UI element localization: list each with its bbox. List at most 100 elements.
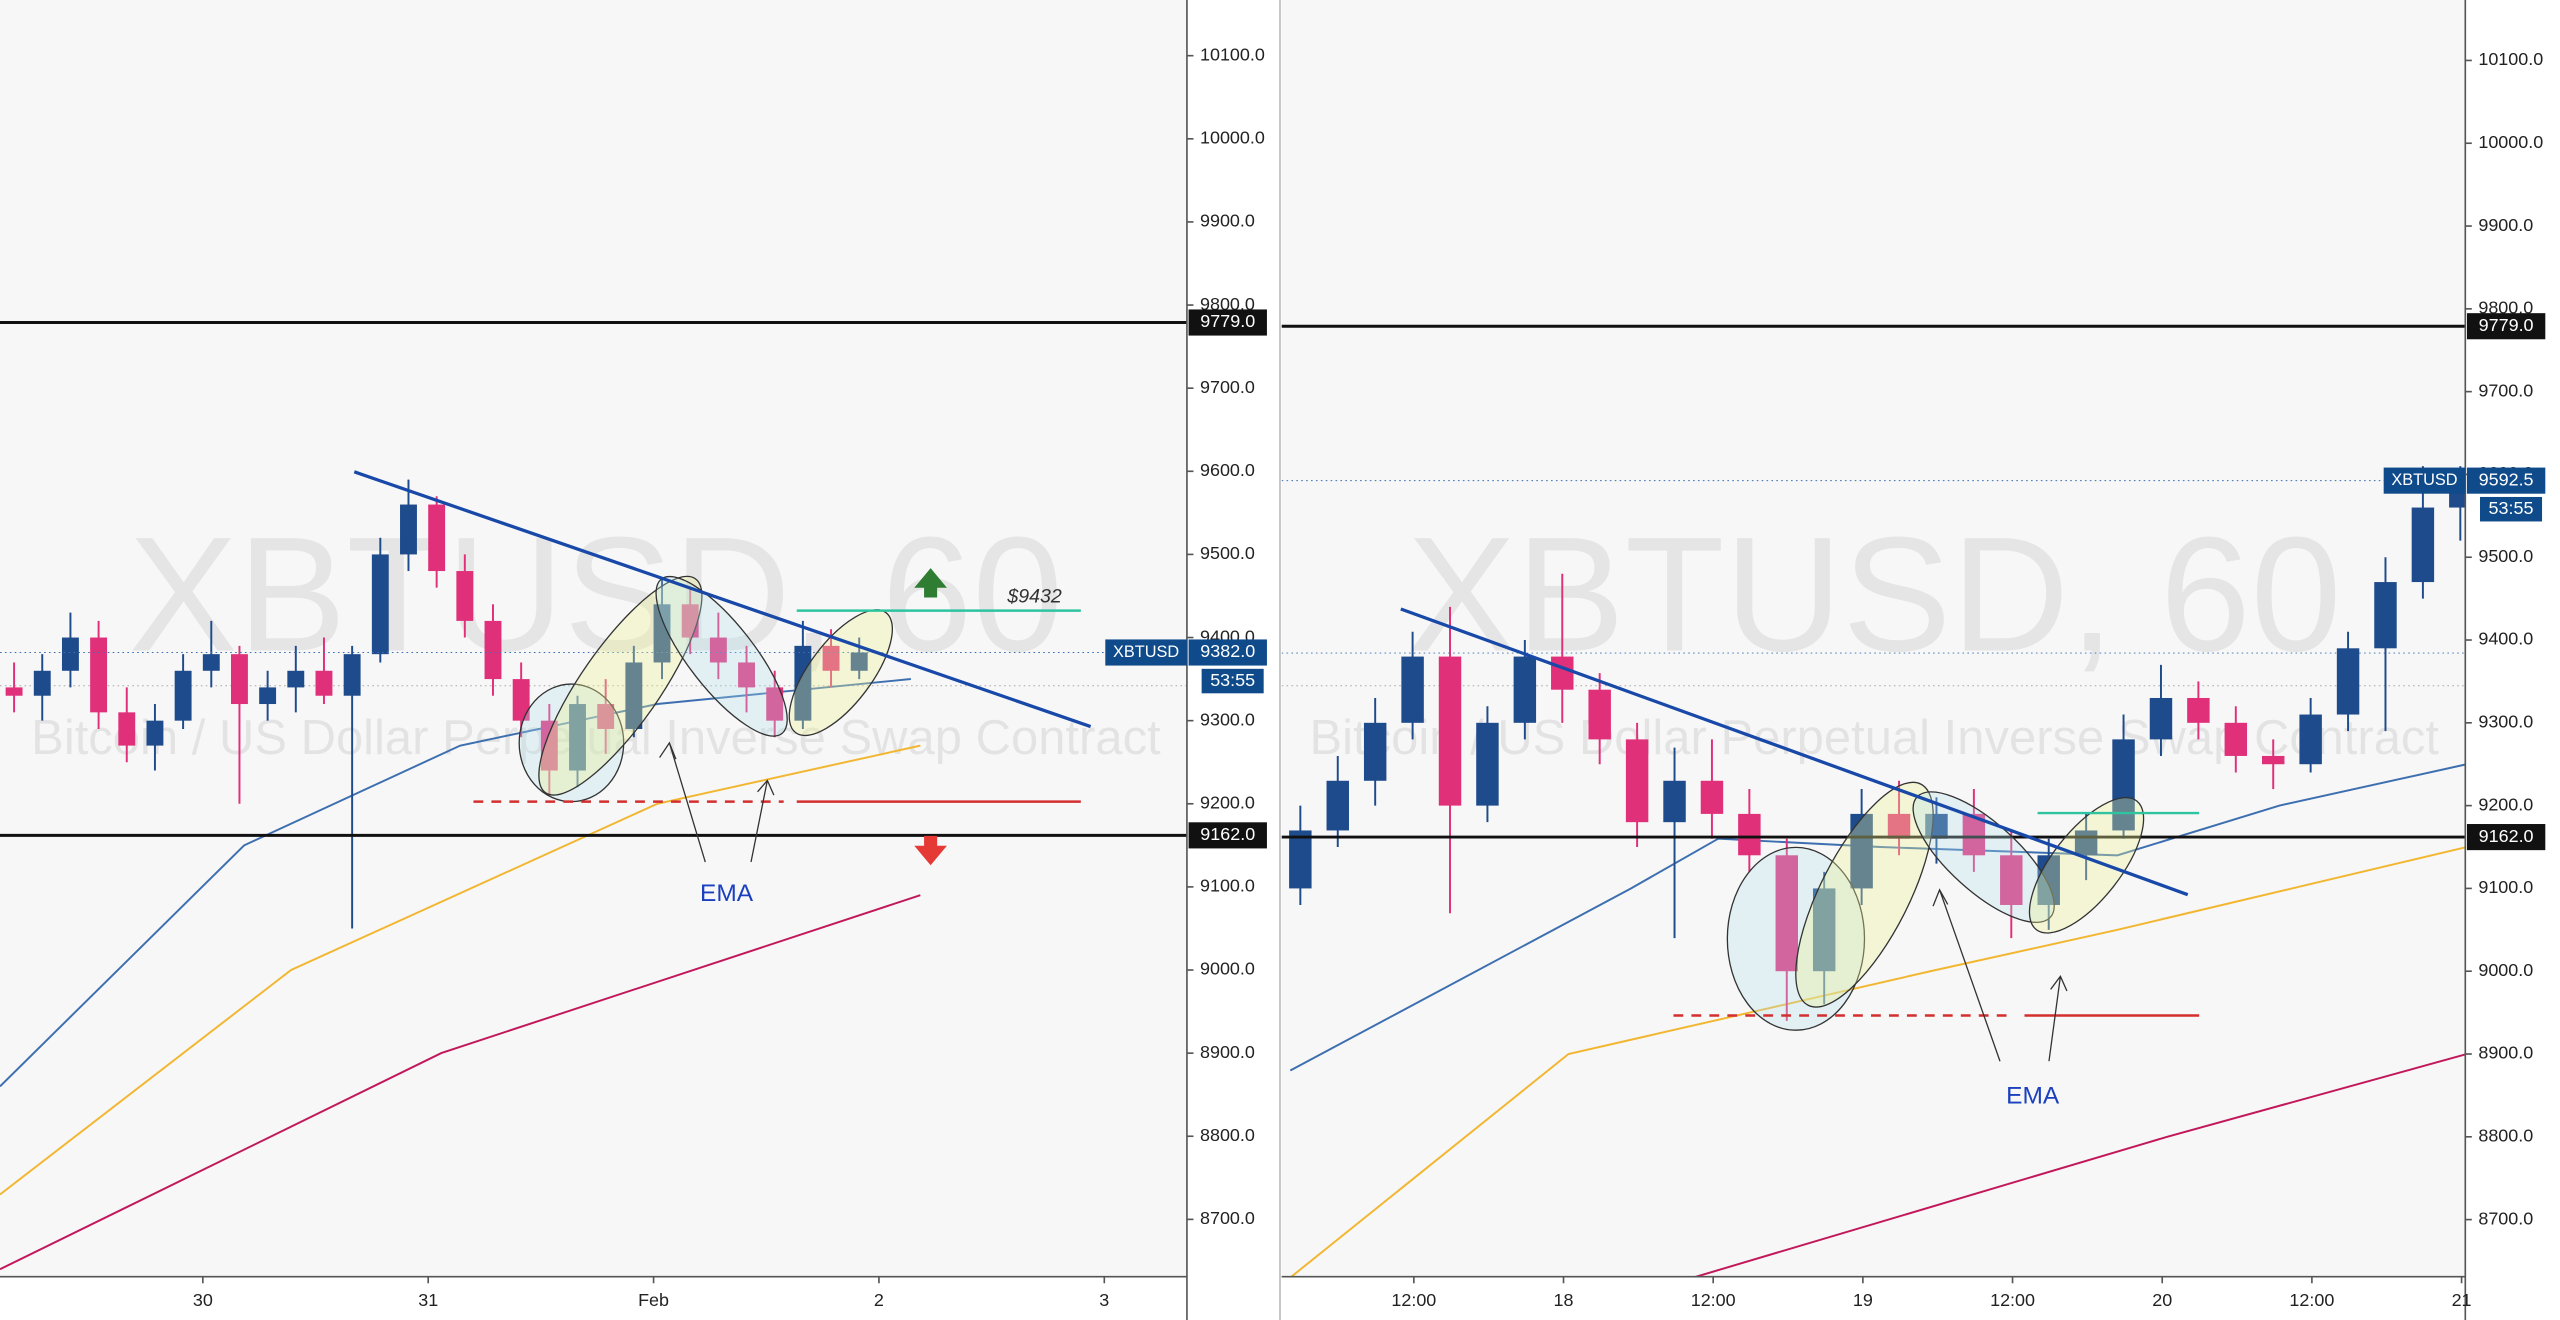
candle-body [1887,813,1911,839]
candle-body [174,670,192,721]
y-tick-label: 9100.0 [1200,876,1255,896]
y-tick-label: 9300.0 [1200,709,1255,729]
x-tick-label: 19 [1853,1290,1873,1310]
y-tick-label: 9800.0 [1200,294,1255,314]
level-tag-label: 9162.0 [2479,826,2534,846]
candle-body [2411,507,2435,583]
trend-line [353,470,1092,729]
y-tick-label: 9500.0 [1200,543,1255,563]
ema-line [1289,763,2467,1072]
candle-body [1925,813,1948,839]
candle-body [2187,697,2210,723]
candle-body [1476,722,1499,806]
candle-body [1438,656,1462,806]
ellipse [1726,846,1866,1031]
price-tag [1188,639,1267,666]
candle-body [287,670,305,688]
y-tick-label: 9000.0 [1200,959,1255,979]
candle-body [653,604,671,663]
ema-line [0,894,921,1271]
y-tick-label: 9900.0 [2478,215,2533,235]
price-tag-label: 9382.0 [1200,641,1255,661]
time-axis-bg [0,1276,1187,1320]
candle-body [540,720,558,771]
x-tick-label: 18 [1554,1290,1574,1310]
y-tick-label: 9900.0 [1200,211,1255,231]
candle-body [1663,780,1686,823]
y-tick-label: 8700.0 [1200,1208,1255,1228]
x-tick-label: 31 [418,1290,438,1310]
y-tick-label: 9400.0 [2478,629,2533,649]
x-tick-label: 2 [874,1290,884,1310]
ema-label: EMA [700,880,754,907]
y-tick-label: 9700.0 [2478,380,2533,400]
candle-body [822,645,840,671]
candle-body [709,637,727,663]
candle-body [1363,722,1387,781]
candle-body [484,620,502,680]
annotations: $9432 EMA EMA [353,470,2200,1110]
x-tick-label: 20 [2152,1290,2172,1310]
level-tag-label: 9779.0 [1200,311,1255,331]
candle-body [1738,813,1761,856]
candle-body [738,662,755,688]
y-tick-label: 8900.0 [2478,1043,2533,1063]
watermark-subtitle: Bitcoin / US Dollar Perpetual Inverse Sw… [31,711,1161,765]
ema-line [1289,846,2467,1279]
price-axis-bg [2465,0,2560,1320]
candle-body [512,679,530,721]
candle-body [400,504,417,555]
pointer-arrow [1932,888,2001,1062]
candle-body [343,654,361,696]
candle-body [428,504,446,572]
x-tick-label: 12:00 [1691,1290,1736,1310]
candle-body [1962,813,1986,856]
candle-body [1588,689,1611,740]
ema-line [0,678,911,1088]
y-tick-label: 10000.0 [2478,132,2543,152]
x-tick-label: 30 [193,1290,213,1310]
ema-line [1692,1053,2467,1279]
series-layer [0,321,2472,1279]
symbol-tag [1105,639,1187,666]
candle-body [5,687,23,696]
y-tick-label: 9800.0 [2478,298,2533,318]
axes: 8700.0 8800.0 8900.0 9000.0 9100.0 9200.0 9300… [193,44,2546,1310]
candle-body [2299,714,2322,765]
candle-body [2224,722,2248,756]
x-tick-label: 12:00 [1990,1290,2035,1310]
candle-body [794,645,812,721]
y-tick-label: 8800.0 [2478,1126,2533,1146]
candle-body [1700,780,1724,814]
candle-body [2000,855,2023,905]
y-tick-label: 10000.0 [1200,128,1265,148]
trend-line [1400,607,2189,897]
candle-body [90,637,108,713]
y-tick-label: 9200.0 [1200,793,1255,813]
candle-body [2112,739,2135,831]
candle-body [1625,739,1649,823]
price-tag-label: 9592.5 [2479,469,2534,489]
candle-body [1775,855,1799,972]
ellipse [2028,796,2145,934]
candle-body [118,712,136,746]
level-tag [1188,309,1267,336]
candle-body [569,704,586,771]
candle-body [259,687,277,705]
y-tick-label: 9600.0 [1200,460,1255,480]
candle-body [231,654,248,705]
candle-body [371,554,389,655]
symbol-tag-label: XBTUSD [2391,471,2457,489]
ellipse [1795,781,1934,1008]
candle-body [61,637,79,671]
candle-body [2261,755,2285,765]
countdown-tag [2480,496,2543,522]
countdown-tag [1201,668,1264,694]
y-tick-label: 9200.0 [2478,794,2533,814]
candle-body [1812,888,1836,972]
level-tag [2466,313,2546,340]
arrow-down [914,835,947,866]
ellipse [788,609,894,737]
